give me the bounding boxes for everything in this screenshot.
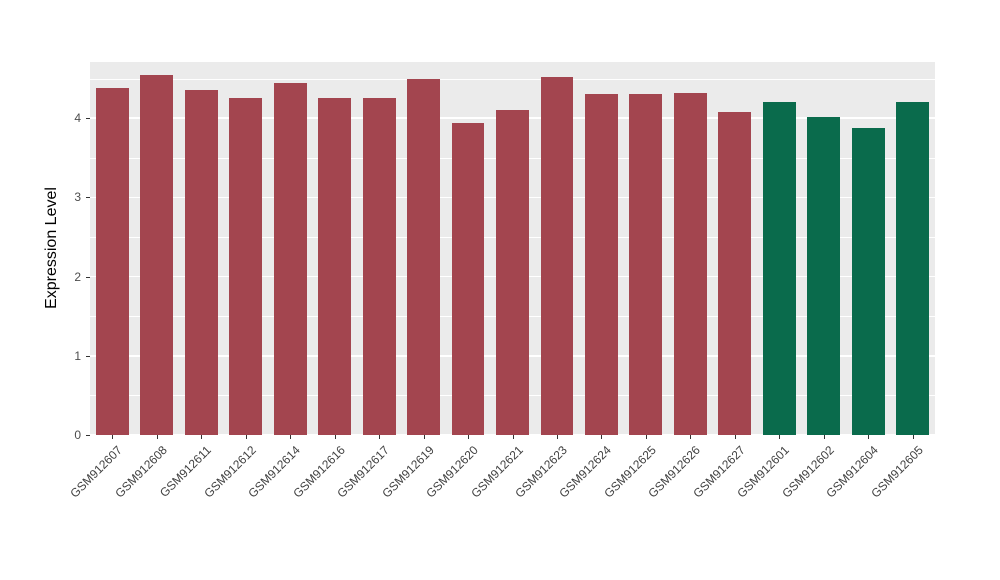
x-tick-label: GSM912605: [868, 443, 926, 501]
y-tick-label: 2: [74, 269, 81, 284]
bar: [318, 97, 352, 435]
bar: [584, 94, 618, 435]
plot-panel: [90, 62, 935, 436]
x-tick-label: GSM912623: [512, 443, 570, 501]
bar: [95, 88, 129, 435]
bar: [451, 122, 485, 435]
x-tick-label: GSM912626: [645, 443, 704, 501]
bar: [762, 101, 796, 435]
bar: [896, 101, 930, 435]
x-tick-label: GSM912621: [467, 443, 526, 501]
bar: [407, 79, 440, 435]
bar: [673, 92, 707, 435]
y-tick-label: 1: [74, 348, 81, 363]
x-tick-label: GSM912608: [112, 443, 170, 501]
bar: [273, 83, 307, 435]
bar: [184, 89, 218, 435]
bar: [229, 97, 263, 435]
x-tick-label: GSM912617: [334, 443, 392, 501]
y-tick-label: 3: [74, 190, 81, 205]
bar: [496, 110, 529, 435]
x-tick-label: GSM912611: [157, 443, 215, 500]
bar: [140, 75, 174, 435]
x-tick-label: GSM912616: [289, 443, 348, 501]
y-axis-title: Expression Level: [43, 187, 60, 309]
bar: [807, 117, 841, 435]
x-tick-label: GSM912614: [245, 443, 304, 501]
bar: [540, 77, 574, 435]
bar: [718, 111, 752, 435]
bar: [851, 127, 885, 435]
x-tick-label: GSM912607: [67, 443, 126, 501]
x-tick-label: GSM912604: [823, 443, 882, 501]
x-tick-label: GSM912624: [556, 443, 615, 501]
x-tick-label: GSM912625: [601, 443, 659, 501]
x-tick-label: GSM912627: [690, 443, 748, 501]
x-tick-label: GSM912620: [423, 443, 481, 501]
y-tick-label: 4: [74, 111, 81, 126]
bar: [629, 94, 663, 435]
x-tick-label: GSM912619: [378, 443, 437, 501]
grid-minor-line: [90, 78, 935, 80]
x-tick-label: GSM912602: [779, 443, 837, 501]
x-tick-label: GSM912612: [201, 443, 259, 501]
x-tick-label: GSM912601: [734, 443, 793, 501]
bar: [362, 97, 396, 435]
y-tick-label: 0: [74, 428, 81, 442]
